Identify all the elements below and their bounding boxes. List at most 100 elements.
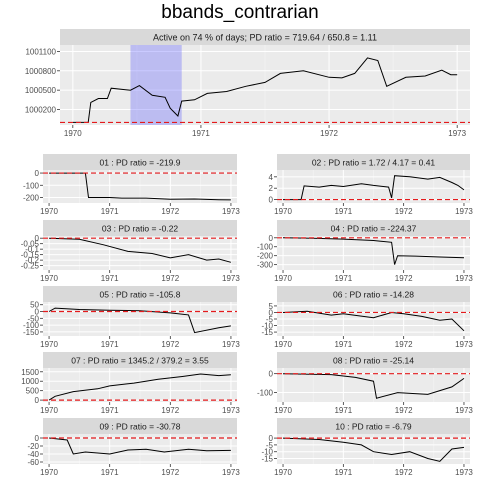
panel-7: 07 : PD ratio = 1345.2 / 379.2 = 3.55 150… [21,352,240,415]
facet-strip [43,352,237,368]
y-tick-label: -60 [27,458,39,467]
x-tick-label: 1971 [334,207,352,216]
facet-strip [277,286,470,302]
x-tick-label: 1970 [40,468,58,477]
y-tick-label: 0 [269,234,274,243]
x-tick-label: 1971 [101,207,119,216]
x-tick-label: 1971 [334,340,352,349]
facet-strip [277,220,470,236]
facet-strip-label: 10 : PD ratio = -6.79 [335,422,412,432]
y-tick-label: -15 [261,328,273,337]
y-tick-label: -40 [27,450,39,459]
series-line [72,57,458,123]
x-tick-label: 1971 [334,274,352,283]
y-tick-label: -100 [23,321,40,330]
y-tick-label: 0 [269,196,274,205]
y-tick-label: 1001100 [25,47,56,56]
panel-0: Active on 74 % of days; PD ratio = 719.6… [25,29,470,138]
x-tick-label: 1971 [334,406,352,415]
series-line [49,237,232,263]
y-tick-label: 0 [35,308,40,317]
facet-strip [60,29,470,45]
y-tick-label: -0.2 [25,256,39,265]
x-tick-label: 1970 [274,406,292,415]
x-tick-label: 1970 [40,340,58,349]
y-tick-label: 0 [35,169,40,178]
y-tick-label: 0 [35,396,40,405]
facet-strip-label: 01 : PD ratio = -219.9 [99,158,180,168]
y-tick-label: -300 [257,261,274,270]
x-tick-label: 1970 [40,207,58,216]
x-tick-label: 1972 [395,406,413,415]
y-tick-label: -10 [261,322,273,331]
facet-strip-label: 09 : PD ratio = -30.78 [99,422,180,432]
facet-strip-label: 08 : PD ratio = -25.14 [333,356,414,366]
x-tick-label: 1970 [274,340,292,349]
y-tick-label: 0 [269,308,274,317]
y-tick-label: -0.1 [25,245,39,254]
y-tick-label: -20 [27,442,39,451]
x-tick-label: 1970 [274,468,292,477]
x-tick-label: 1972 [395,340,413,349]
y-tick-label: -200 [257,252,274,261]
facet-strip [43,418,237,434]
y-tick-label: -0.15 [21,251,40,260]
x-tick-label: 1972 [161,274,179,283]
x-tick-label: 1972 [161,406,179,415]
x-tick-label: 1973 [455,468,473,477]
x-tick-label: 1973 [222,340,240,349]
y-tick-label: -0.05 [21,240,40,249]
y-tick-label: 4 [269,173,274,182]
x-tick-label: 1973 [222,406,240,415]
y-tick-label: 1000500 [25,86,57,95]
y-tick-label: 1000 [21,377,39,386]
x-tick-label: 1971 [334,468,352,477]
x-tick-label: 1970 [64,129,82,138]
panel-4: 04 : PD ratio = -224.37 0-100-200-3001970… [257,220,473,283]
x-tick-label: 1972 [320,129,338,138]
facet-strip-label: 03 : PD ratio = -0.22 [102,224,179,234]
y-tick-label: -150 [23,328,40,337]
x-tick-label: 1973 [222,274,240,283]
facet-strip [277,154,470,170]
y-tick-label: 2 [269,184,274,193]
panel-3: 03 : PD ratio = -0.220-0.05-0.1-0.15-0.2… [21,220,240,283]
facet-strip-label: Active on 74 % of days; PD ratio = 719.6… [153,33,377,43]
y-tick-label: -0.25 [21,262,40,271]
series-line [282,437,465,462]
facet-strip [277,352,470,368]
facet-strip [43,154,237,170]
x-tick-label: 1970 [274,207,292,216]
page-title: bbands_contrarian [161,2,319,23]
y-tick-label: 0 [35,434,40,443]
y-tick-label: 500 [26,387,40,396]
facet-strip-label: 05 : PD ratio = -105.8 [99,290,180,300]
series-line [282,373,465,399]
facet-strip-label: 04 : PD ratio = -224.37 [331,224,417,234]
facet-strip-label: 02 : PD ratio = 1.72 / 4.17 = 0.41 [312,158,436,168]
x-tick-label: 1972 [395,207,413,216]
x-tick-label: 1972 [161,340,179,349]
series-line [282,237,465,265]
y-tick-label: 0 [269,370,274,379]
facet-strip-label: 06 : PD ratio = -14.28 [333,290,414,300]
y-tick-label: -10 [261,448,273,457]
y-tick-label: -5 [266,315,274,324]
x-tick-label: 1973 [455,406,473,415]
y-tick-label: 0 [35,234,40,243]
panel-2: 02 : PD ratio = 1.72 / 4.17 = 0.41420197… [269,154,473,216]
x-tick-label: 1971 [101,468,119,477]
y-tick-label: -100 [23,181,40,190]
facet-strip-label: 07 : PD ratio = 1345.2 / 379.2 = 3.55 [71,356,209,366]
panel-5: 05 : PD ratio = -105.8 500-50-100-1501970… [23,286,240,349]
y-tick-label: -5 [266,441,274,450]
x-tick-label: 1973 [455,207,473,216]
x-tick-label: 1970 [274,274,292,283]
x-tick-label: 1972 [161,207,179,216]
x-tick-label: 1971 [101,340,119,349]
x-tick-label: 1973 [222,207,240,216]
